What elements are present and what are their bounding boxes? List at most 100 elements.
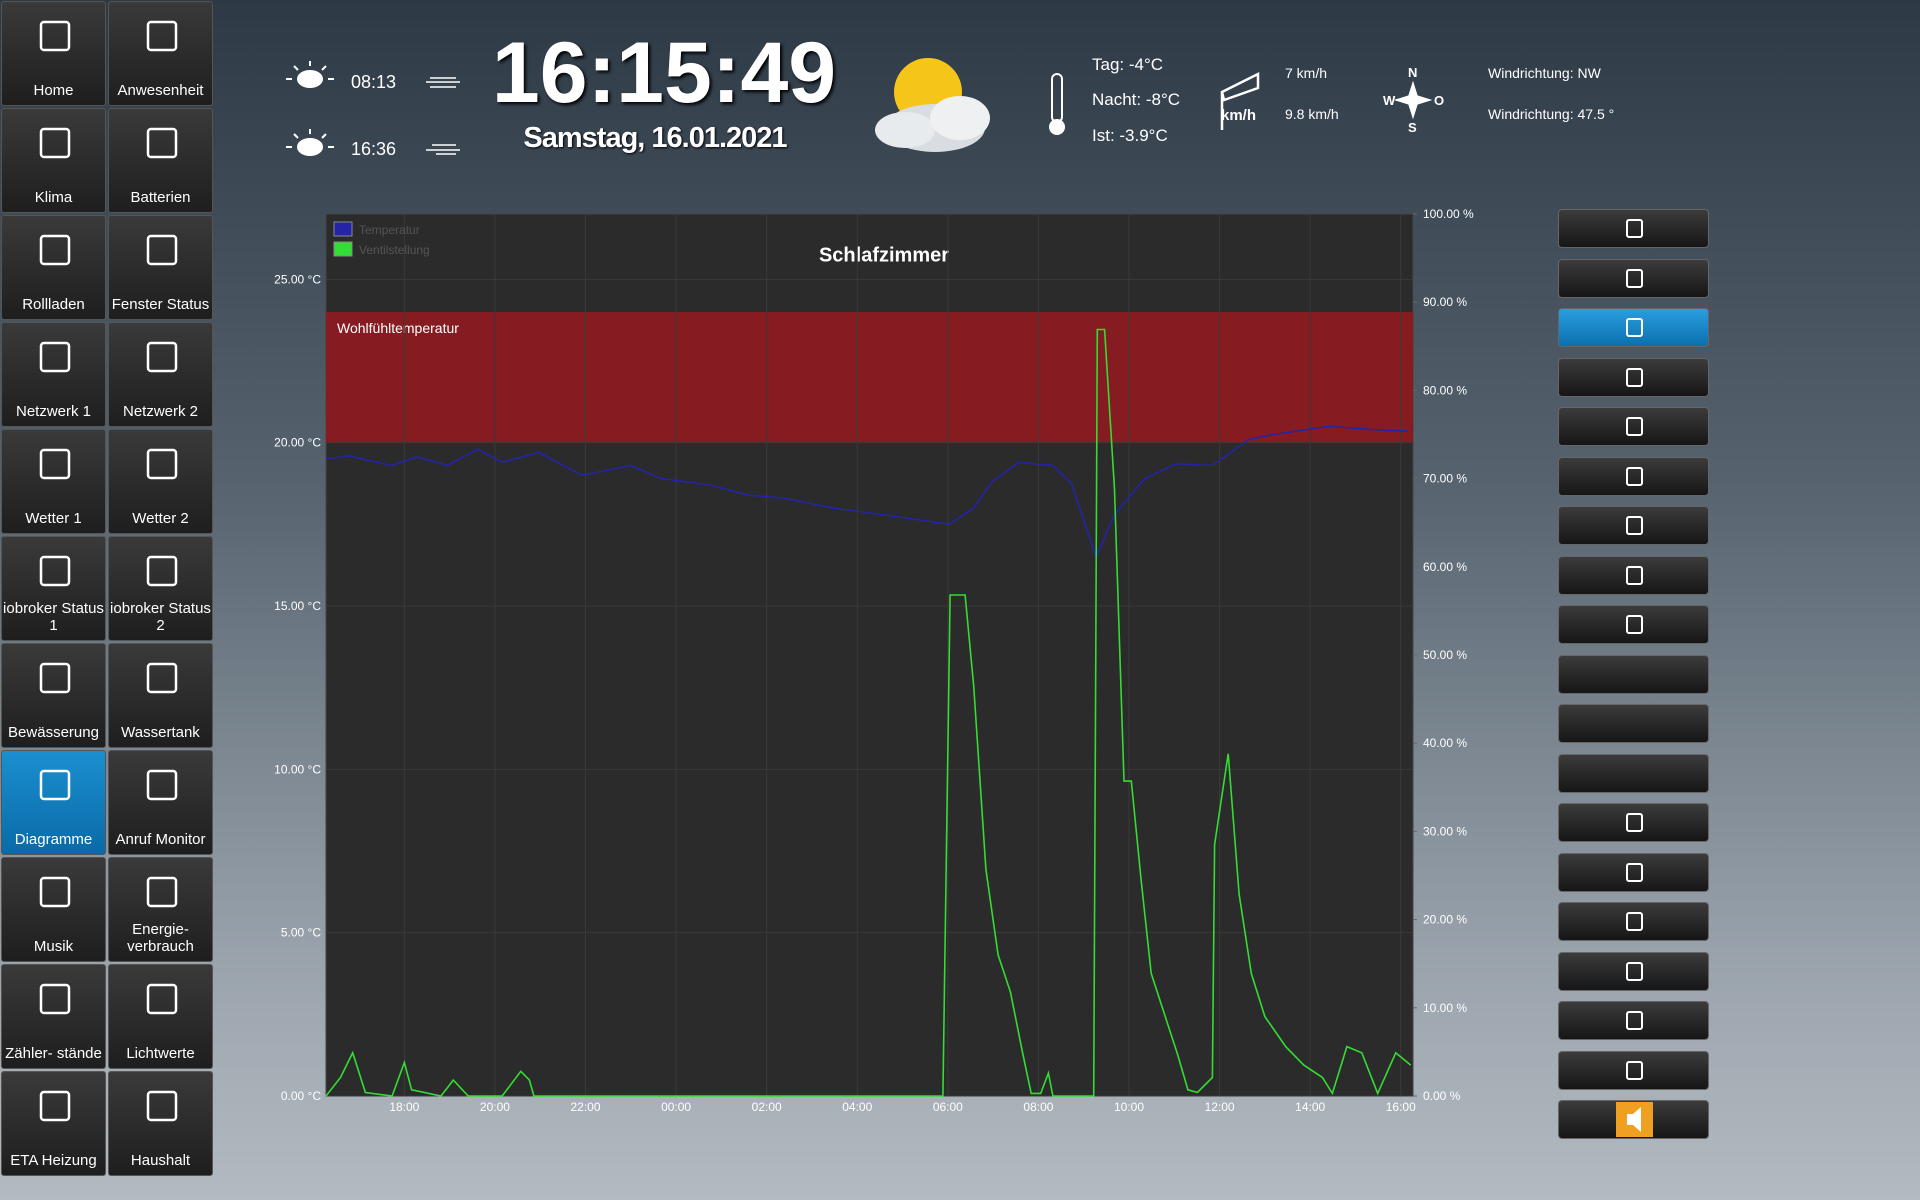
tile-icon bbox=[39, 234, 71, 266]
button-icon bbox=[1626, 1060, 1643, 1080]
view-button[interactable] bbox=[1558, 407, 1709, 446]
view-button[interactable] bbox=[1558, 1100, 1709, 1139]
sunrise-time: 08:13 bbox=[351, 72, 397, 92]
date: Samstag, 16.01.2021 bbox=[523, 122, 787, 154]
nav-tile[interactable]: Netzwerk 2 bbox=[108, 322, 213, 427]
nav-tile[interactable]: Energie- verbrauch bbox=[108, 857, 213, 962]
nav-tile[interactable]: Diagramme bbox=[1, 750, 106, 855]
view-button[interactable] bbox=[1558, 753, 1709, 793]
wind-gust: 9.8 km/h bbox=[1285, 106, 1339, 122]
x-tick-label: 00:00 bbox=[661, 1100, 691, 1114]
tile-label: Klima bbox=[34, 189, 73, 206]
tile-label: Wetter 2 bbox=[132, 510, 189, 527]
tile-icon bbox=[39, 876, 71, 908]
compass-icon bbox=[1393, 80, 1433, 120]
chart-title: Schlafzimmer bbox=[819, 244, 949, 266]
tile-icon bbox=[146, 876, 178, 908]
x-tick-label: 18:00 bbox=[389, 1100, 419, 1114]
wind-icon bbox=[1220, 71, 1260, 130]
tile-label: Wetter 1 bbox=[25, 510, 82, 527]
x-tick-label: 20:00 bbox=[480, 1100, 510, 1114]
view-button[interactable] bbox=[1558, 803, 1709, 842]
tile-icon bbox=[146, 769, 178, 801]
y2-tick-label: 0.00 % bbox=[1423, 1089, 1461, 1103]
view-button[interactable] bbox=[1558, 704, 1709, 743]
tile-icon bbox=[146, 662, 178, 694]
nav-tile[interactable]: Klima bbox=[1, 108, 106, 213]
view-button[interactable] bbox=[1558, 506, 1709, 545]
view-button[interactable] bbox=[1558, 456, 1709, 496]
x-tick-label: 12:00 bbox=[1205, 1100, 1235, 1114]
tile-label: iobroker Status 2 bbox=[110, 600, 211, 634]
nav-tile[interactable]: Batterien bbox=[108, 108, 213, 213]
view-button[interactable] bbox=[1558, 1050, 1709, 1090]
nav-tile[interactable]: Netzwerk 1 bbox=[1, 322, 106, 427]
nav-tile[interactable]: iobroker Status 2 bbox=[108, 536, 213, 641]
x-tick-label: 16:00 bbox=[1386, 1100, 1416, 1114]
view-button[interactable] bbox=[1558, 654, 1709, 694]
button-icon bbox=[1626, 813, 1643, 832]
legend-label: Ventilstellung bbox=[359, 243, 430, 257]
view-button[interactable] bbox=[1558, 209, 1709, 248]
header-icons bbox=[286, 58, 1433, 156]
button-icon bbox=[1626, 466, 1643, 486]
legend-label: Temperatur bbox=[359, 223, 420, 237]
nav-tile[interactable]: Rollladen bbox=[1, 215, 106, 320]
view-button[interactable] bbox=[1558, 852, 1709, 892]
nav-tile[interactable]: Haushalt bbox=[108, 1071, 213, 1176]
tile-icon bbox=[146, 1090, 178, 1122]
nav-tile[interactable]: Zähler- stände bbox=[1, 964, 106, 1069]
y-tick-label: 20.00 °C bbox=[274, 436, 321, 450]
button-icon bbox=[1626, 912, 1643, 931]
x-tick-label: 08:00 bbox=[1023, 1100, 1053, 1114]
tile-label: Diagramme bbox=[14, 831, 93, 848]
button-icon bbox=[1616, 1102, 1653, 1137]
y2-tick-label: 50.00 % bbox=[1423, 648, 1467, 662]
y-tick-label: 25.00 °C bbox=[274, 272, 321, 286]
wind-direction: Windrichtung: NW bbox=[1488, 65, 1601, 81]
nav-tile[interactable]: Fenster Status bbox=[108, 215, 213, 320]
nav-tile[interactable]: Wetter 1 bbox=[1, 429, 106, 534]
wind-speed: 7 km/h bbox=[1285, 65, 1328, 81]
x-tick-label: 04:00 bbox=[842, 1100, 872, 1114]
x-tick-label: 02:00 bbox=[752, 1100, 782, 1114]
tile-icon bbox=[39, 983, 71, 1015]
nav-tile[interactable]: Anwesenheit bbox=[108, 1, 213, 106]
view-button[interactable] bbox=[1558, 902, 1709, 941]
y2-tick-label: 80.00 % bbox=[1423, 383, 1467, 397]
tile-label: ETA Heizung bbox=[10, 1152, 97, 1169]
thermometer-icon bbox=[1049, 73, 1065, 135]
view-button[interactable] bbox=[1558, 951, 1709, 991]
view-button[interactable] bbox=[1558, 357, 1709, 397]
temp-now: Ist: -3.9°C bbox=[1092, 126, 1168, 145]
tile-icon bbox=[39, 448, 71, 480]
y2-tick-label: 90.00 % bbox=[1423, 295, 1467, 309]
tile-icon bbox=[39, 1090, 71, 1122]
nav-tile[interactable]: Wassertank bbox=[108, 643, 213, 748]
wind-unit: km/h bbox=[1221, 107, 1257, 124]
tile-icon bbox=[39, 662, 71, 694]
nav-tile[interactable]: iobroker Status 1 bbox=[1, 536, 106, 641]
nav-tile[interactable]: Lichtwerte bbox=[108, 964, 213, 1069]
nav-tile[interactable]: Anruf Monitor bbox=[108, 750, 213, 855]
plot-band-label: Wohlfühltemperatur bbox=[337, 320, 459, 336]
nav-tile[interactable]: Wetter 2 bbox=[108, 429, 213, 534]
view-button[interactable] bbox=[1558, 1001, 1709, 1040]
view-button[interactable] bbox=[1558, 605, 1709, 644]
tile-icon bbox=[39, 20, 71, 52]
tile-label: Anwesenheit bbox=[117, 82, 204, 99]
x-tick-label: 22:00 bbox=[571, 1100, 601, 1114]
nav-tile[interactable]: Musik bbox=[1, 857, 106, 962]
view-button[interactable] bbox=[1558, 308, 1709, 347]
nav-tile[interactable]: ETA Heizung bbox=[1, 1071, 106, 1176]
nav-tile[interactable]: Bewässerung bbox=[1, 643, 106, 748]
view-button[interactable] bbox=[1558, 258, 1709, 298]
view-button[interactable] bbox=[1558, 555, 1709, 595]
nav-tile[interactable]: Home bbox=[1, 1, 106, 106]
tile-label: Zähler- stände bbox=[5, 1045, 102, 1062]
tile-icon bbox=[146, 20, 178, 52]
button-icon bbox=[1626, 268, 1643, 288]
button-icon bbox=[1626, 615, 1643, 634]
temp-night: Nacht: -8°C bbox=[1092, 90, 1181, 109]
